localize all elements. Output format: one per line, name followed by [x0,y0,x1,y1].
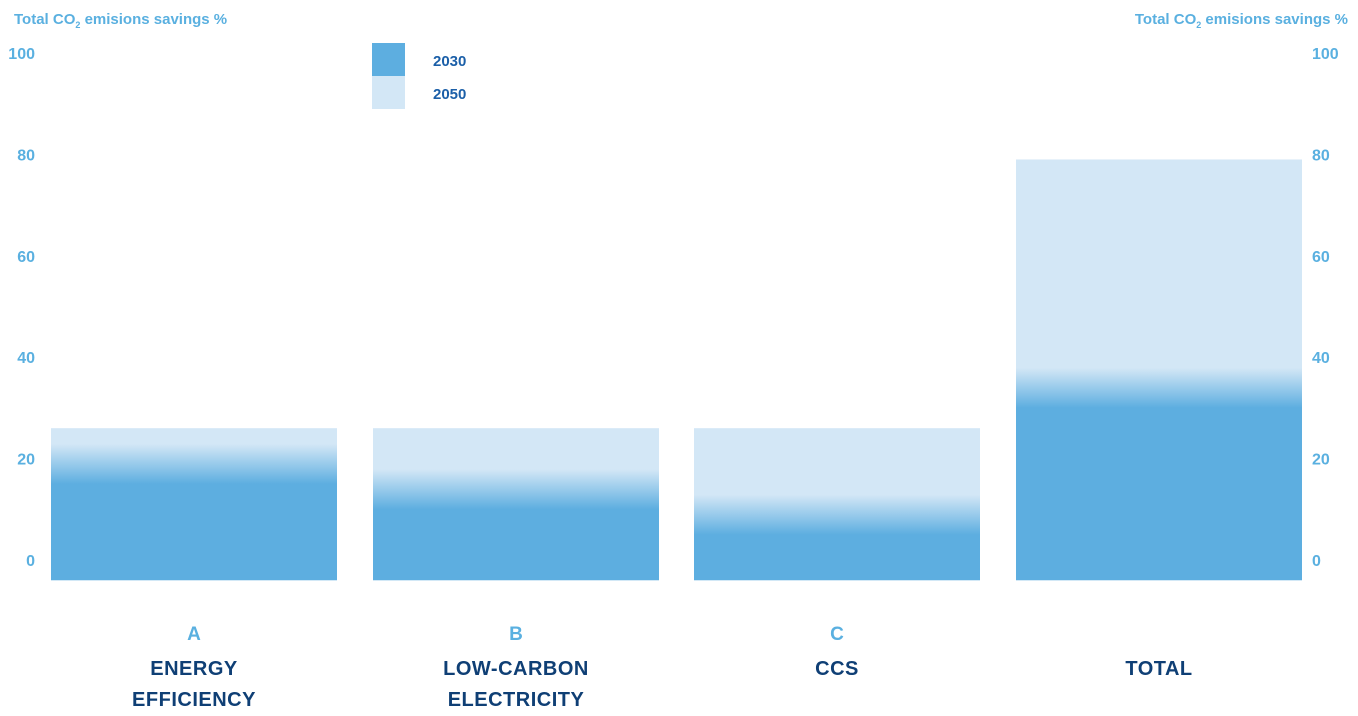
category-letter-a: A [187,624,201,645]
y-tick-right-60: 60 [1312,249,1330,266]
y-tick-left-0: 0 [26,553,35,570]
y-tick-right-0: 0 [1312,553,1321,570]
bar-4 [1016,159,1302,581]
category-label-low-carbon-electricity: LOW-CARBON ELECTRICITY [443,658,589,711]
category-letter-b: B [509,624,523,645]
y-axis-title-left: Total CO2 emisions savings % [14,11,228,30]
legend-label-2030: 2030 [433,53,466,70]
category-letter-c: C [830,624,844,645]
bar-2 [373,428,659,581]
legend-swatch-2030 [372,43,405,76]
y-tick-left-20: 20 [17,452,35,469]
legend-swatch-2050 [372,76,405,109]
y-tick-left-40: 40 [17,350,35,367]
y-tick-right-40: 40 [1312,350,1330,367]
y-tick-right-20: 20 [1312,452,1330,469]
y-axis-title-right: Total CO2 emisions savings % [1134,11,1348,30]
bar-1 [51,428,337,581]
y-tick-right-80: 80 [1312,147,1330,164]
legend-label-2050: 2050 [433,86,466,103]
y-tick-left-100: 100 [8,46,35,63]
legend: 2030 2050 [372,43,466,109]
category-label-ccs: CCS [815,658,859,680]
category-label-energy-efficiency: ENERGY EFFICIENCY [132,658,256,711]
y-tick-left-80: 80 [17,147,35,164]
bar-3 [694,428,980,581]
y-tick-left-60: 60 [17,249,35,266]
y-tick-right-100: 100 [1312,46,1339,63]
category-label-total: TOTAL [1125,658,1193,680]
